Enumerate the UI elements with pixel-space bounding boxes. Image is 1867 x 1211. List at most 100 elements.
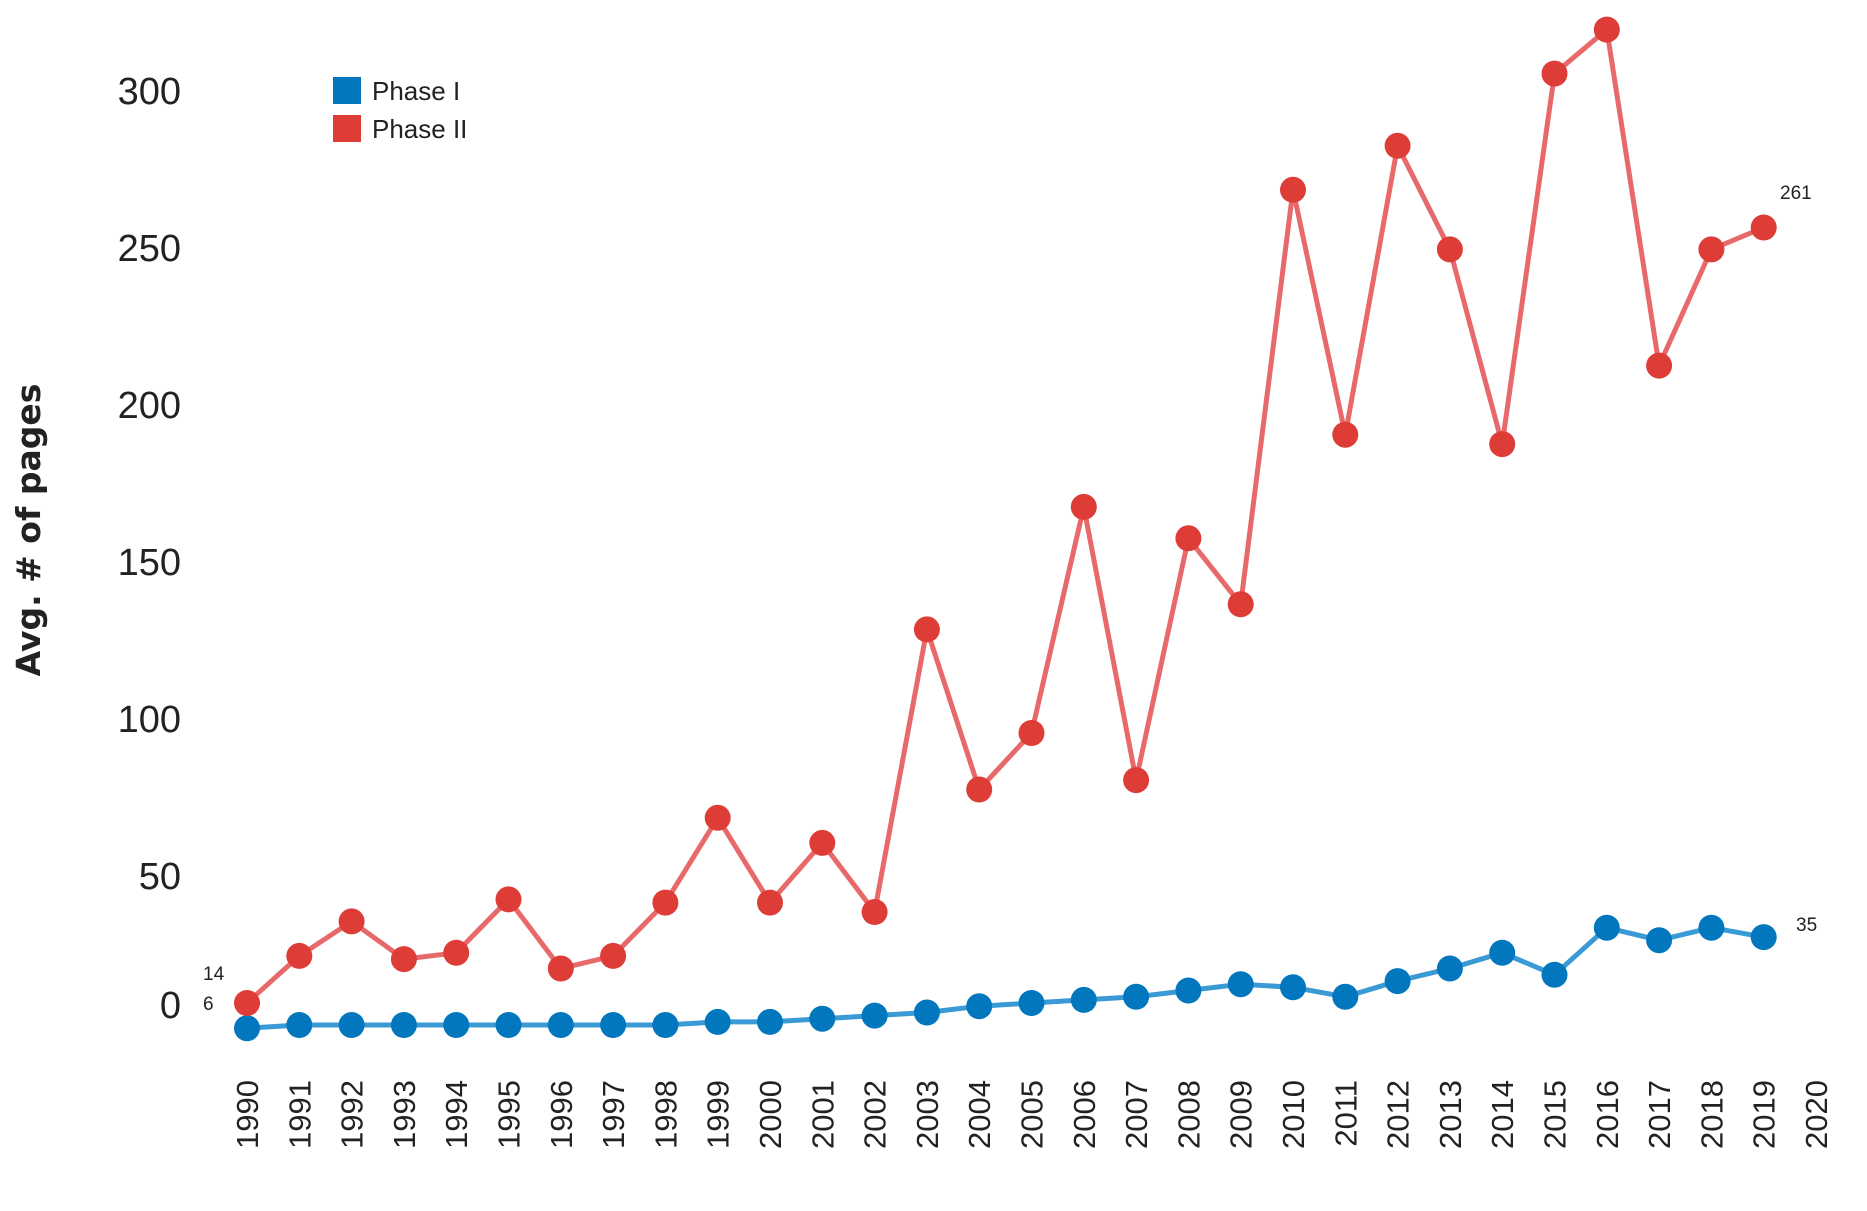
data-point bbox=[495, 886, 522, 913]
x-tick-label: 2006 bbox=[1067, 1080, 1102, 1149]
data-point bbox=[861, 899, 888, 925]
data-point bbox=[1593, 16, 1620, 43]
data-point bbox=[757, 1008, 783, 1035]
data-point bbox=[966, 776, 993, 803]
data-point bbox=[286, 942, 313, 969]
data-point bbox=[338, 908, 365, 935]
data-point bbox=[1227, 591, 1254, 618]
x-tick-label: 1998 bbox=[648, 1080, 683, 1149]
x-tick-label: 2015 bbox=[1538, 1080, 1573, 1149]
data-point bbox=[1227, 971, 1254, 998]
data-label: 35 bbox=[1796, 915, 1817, 936]
x-tick-label: 2001 bbox=[805, 1080, 840, 1149]
x-tick-label: 2011 bbox=[1328, 1080, 1363, 1147]
data-point bbox=[1436, 236, 1463, 263]
data-point bbox=[1123, 767, 1150, 794]
x-tick-label: 2012 bbox=[1381, 1080, 1416, 1149]
data-point bbox=[1123, 983, 1150, 1010]
data-point bbox=[1698, 236, 1725, 263]
x-tick-label: 1993 bbox=[387, 1080, 422, 1149]
data-point bbox=[1018, 990, 1045, 1016]
x-tick-label: 2008 bbox=[1171, 1080, 1206, 1149]
data-point bbox=[1750, 924, 1777, 951]
legend-label-phase-i: Phase I bbox=[372, 76, 460, 106]
x-tick-label: 1999 bbox=[701, 1080, 736, 1149]
y-tick-label: 200 bbox=[118, 385, 181, 427]
data-point bbox=[600, 942, 627, 969]
data-point bbox=[547, 955, 574, 982]
x-tick-label: 2016 bbox=[1590, 1080, 1625, 1149]
x-tick-label: 2000 bbox=[753, 1080, 788, 1149]
data-point bbox=[1280, 176, 1306, 203]
data-point bbox=[286, 1012, 313, 1038]
data-point bbox=[704, 804, 731, 831]
data-point bbox=[234, 1015, 260, 1042]
data-point bbox=[1175, 977, 1202, 1004]
data-point bbox=[443, 939, 470, 966]
data-label: 14 bbox=[203, 964, 225, 985]
data-point bbox=[1070, 493, 1097, 520]
data-label: 261 bbox=[1780, 183, 1812, 204]
legend-label-phase-ii: Phase II bbox=[372, 114, 467, 144]
x-tick-label: 2004 bbox=[962, 1080, 997, 1149]
data-point bbox=[913, 616, 940, 643]
data-point bbox=[495, 1012, 522, 1038]
x-tick-label: 1995 bbox=[492, 1080, 527, 1149]
annotations: 14 6 261 35 bbox=[203, 183, 1817, 1015]
data-point bbox=[1489, 939, 1516, 966]
data-point bbox=[600, 1012, 627, 1038]
x-tick-label: 2002 bbox=[858, 1080, 893, 1149]
data-point bbox=[1750, 214, 1777, 241]
legend-swatch-phase-i bbox=[333, 77, 361, 104]
series-layer bbox=[234, 16, 1777, 1042]
y-tick-label: 0 bbox=[160, 985, 181, 1027]
x-tick-label: 2017 bbox=[1642, 1080, 1677, 1149]
data-point bbox=[1646, 927, 1673, 954]
series-phase-ii bbox=[234, 16, 1777, 1016]
data-point bbox=[1384, 132, 1411, 159]
data-point bbox=[1018, 720, 1045, 746]
x-tick-label: 1992 bbox=[335, 1080, 370, 1149]
data-point bbox=[338, 1012, 365, 1038]
data-point bbox=[1489, 431, 1516, 458]
series-line bbox=[246, 925, 1765, 1031]
data-point bbox=[1436, 955, 1463, 982]
x-tick-label: 2018 bbox=[1694, 1080, 1729, 1149]
data-point bbox=[861, 1002, 888, 1029]
x-tick-label: 1991 bbox=[282, 1080, 317, 1149]
data-point bbox=[390, 946, 417, 973]
data-point bbox=[1646, 352, 1673, 379]
data-point bbox=[1175, 525, 1202, 552]
series-line bbox=[245, 27, 1765, 1005]
y-axis-ticks: 0 50 100 150 200 250 300 bbox=[118, 71, 181, 1027]
x-tick-label: 2009 bbox=[1224, 1080, 1259, 1149]
data-point bbox=[1384, 968, 1411, 995]
data-point bbox=[1541, 961, 1568, 988]
x-tick-label: 2014 bbox=[1485, 1080, 1520, 1149]
data-point bbox=[966, 993, 993, 1020]
data-point bbox=[1332, 983, 1359, 1010]
x-tick-label: 1997 bbox=[596, 1080, 631, 1149]
x-tick-label: 2003 bbox=[910, 1080, 945, 1149]
y-tick-label: 150 bbox=[118, 542, 181, 584]
data-point bbox=[443, 1012, 470, 1038]
y-tick-label: 100 bbox=[118, 699, 181, 741]
x-axis-ticks: 1990 1991 1992 1993 1994 1995 1996 1997 1998 1999… bbox=[230, 1080, 1834, 1149]
data-point bbox=[1541, 60, 1568, 87]
data-point bbox=[1280, 974, 1306, 1001]
x-tick-label: 2019 bbox=[1747, 1080, 1782, 1149]
data-point bbox=[1698, 914, 1725, 941]
data-point bbox=[390, 1012, 417, 1038]
data-point bbox=[809, 1005, 836, 1032]
y-tick-label: 300 bbox=[118, 71, 181, 113]
data-point bbox=[704, 1008, 731, 1035]
y-axis-title: Avg. # of pages bbox=[9, 384, 48, 677]
data-point bbox=[652, 889, 679, 916]
legend-swatch-phase-ii bbox=[333, 115, 361, 142]
x-tick-label: 2013 bbox=[1433, 1080, 1468, 1149]
x-tick-label: 1996 bbox=[544, 1080, 579, 1149]
data-point bbox=[757, 889, 783, 916]
legend: Phase I Phase II bbox=[333, 76, 467, 144]
y-tick-label: 50 bbox=[139, 856, 181, 898]
